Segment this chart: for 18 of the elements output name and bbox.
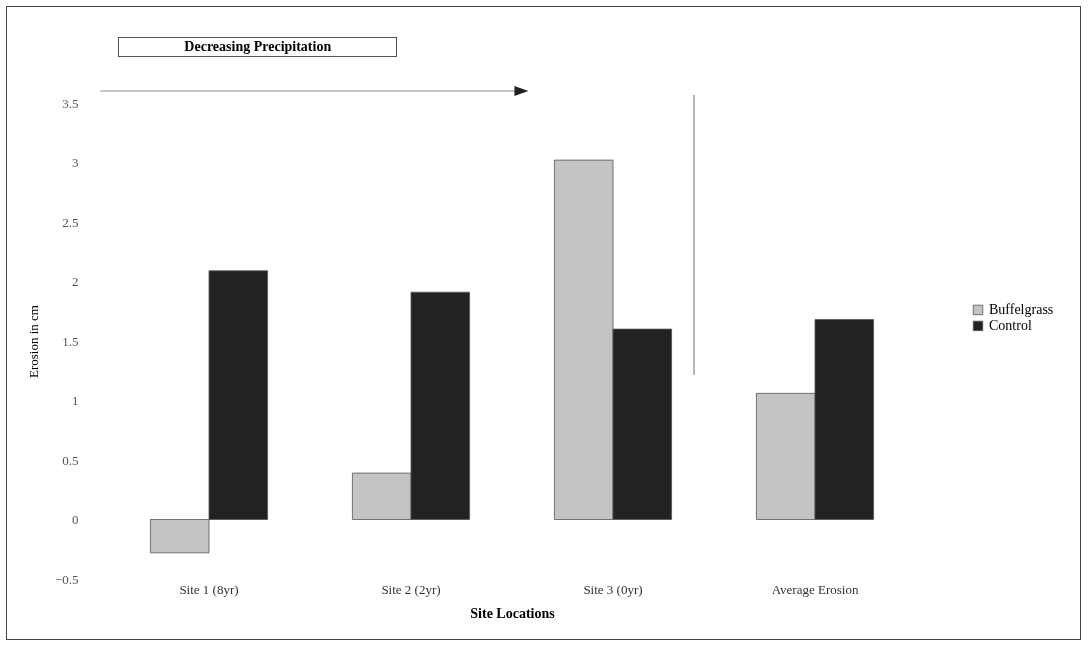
y-tick-label: 0 xyxy=(72,512,79,527)
x-axis-title: Site Locations xyxy=(470,605,556,621)
y-tick-label: 2.5 xyxy=(62,214,79,230)
y-tick-label: 0.5 xyxy=(62,452,79,468)
y-tick-label: 2 xyxy=(72,274,79,289)
x-tick-label: Site 3 (0yr) xyxy=(583,581,643,597)
y-tick-label: 1.5 xyxy=(62,333,79,349)
x-tick-label: Average Erosion xyxy=(771,581,859,597)
x-tick-label: Site 1 (8yr) xyxy=(179,581,239,597)
y-tick-label: 1 xyxy=(72,393,79,408)
legend-label: Buffelgrass xyxy=(989,301,1054,317)
x-tick-label: Site 2 (2yr) xyxy=(381,581,441,597)
y-tick-label: −0.5 xyxy=(54,571,79,587)
text: Decreasing Precipitation xyxy=(118,37,398,57)
y-tick-label: 3 xyxy=(72,155,79,170)
y-tick-label: 3.5 xyxy=(62,95,79,111)
legend-label: Control xyxy=(989,317,1032,333)
y-axis-title: Erosion in cm xyxy=(25,305,41,378)
